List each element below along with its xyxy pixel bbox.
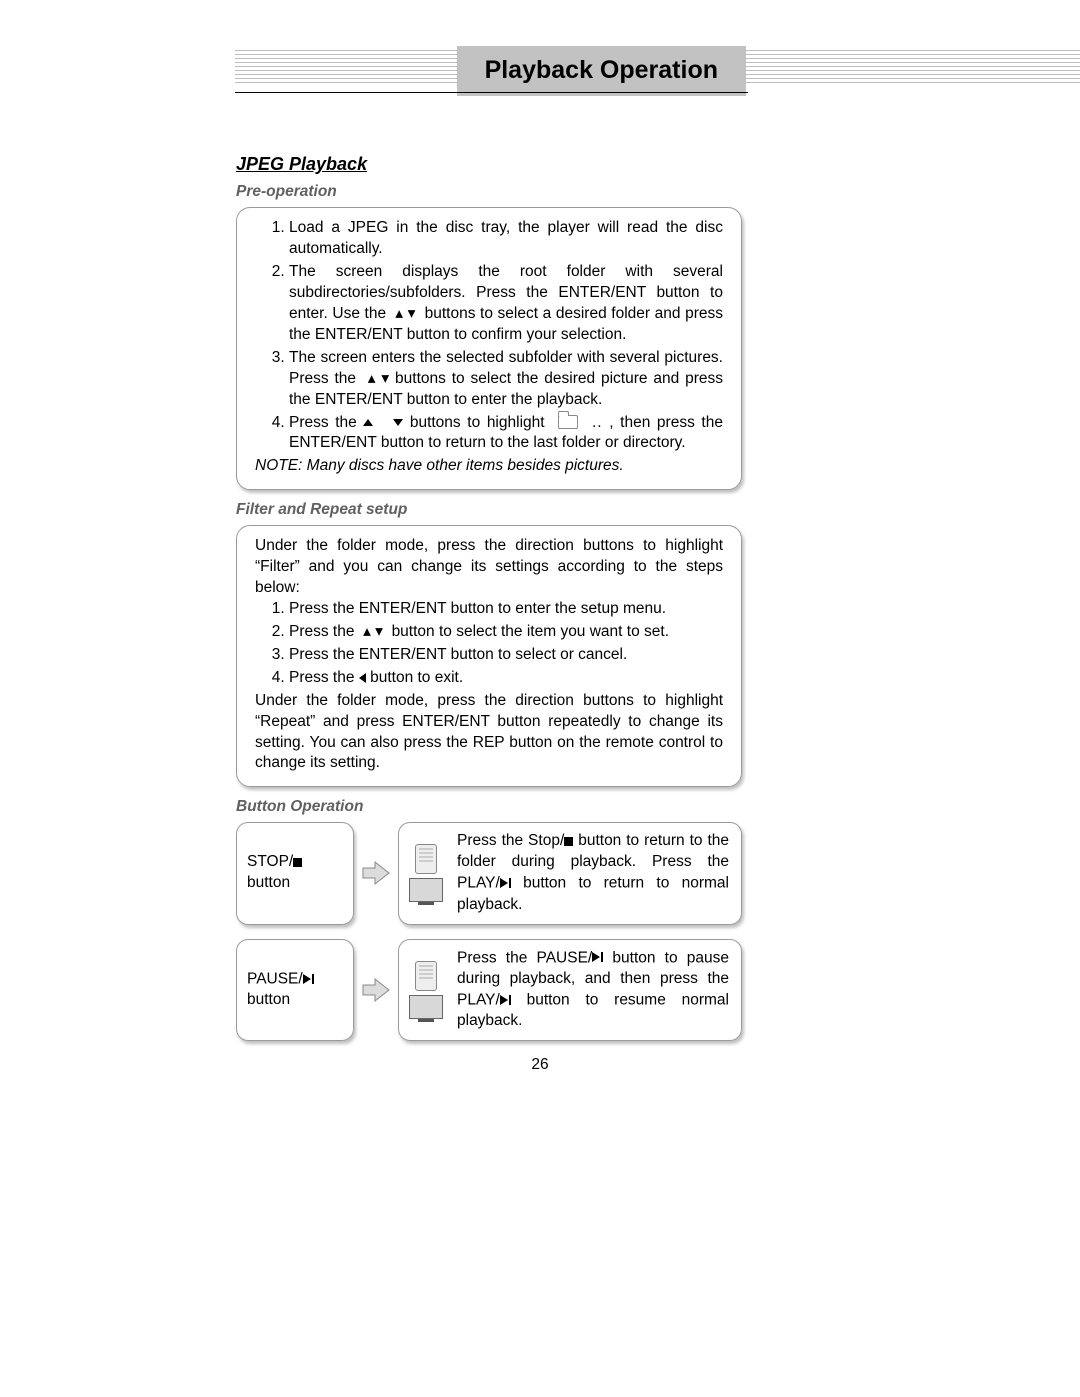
stop-label-box: STOP/ button [236,822,354,924]
preop-item-2: The screen displays the root folder with… [289,262,723,346]
preop-panel: Load a JPEG in the disc tray, the player… [236,207,742,490]
arrow-cell [354,939,398,1042]
folder-icon [558,415,578,429]
tv-icon [409,995,443,1019]
filter-step-2: Press the ▴ ▾ button to select the item … [289,622,723,643]
filter-heading: Filter and Repeat setup [236,500,1080,521]
filter-step-1: Press the ENTER/ENT button to enter the … [289,599,723,620]
document-page: Playback Operation JPEG Playback Pre-ope… [0,0,1080,1397]
header-title-box: Playback Operation [457,46,746,96]
filter-step-4: Press the button to exit. [289,668,723,689]
preop-item-3: The screen enters the selected subfolder… [289,348,723,411]
play-pause-icon [500,873,511,894]
page-header: Playback Operation [0,40,1080,100]
filter-list: Press the ENTER/ENT button to enter the … [255,599,723,689]
play-pause-icon [592,948,603,969]
preop-heading: Pre-operation [236,182,1080,203]
play-pause-icon [500,990,511,1011]
arrow-cell [354,822,398,924]
header-title: Playback Operation [485,56,718,84]
play-pause-icon [303,969,314,990]
remote-icon [415,844,437,874]
stop-icon [293,858,302,867]
down-arrow-icon [393,419,403,426]
buttonop-heading: Button Operation [236,797,1080,818]
pause-desc-box: Press the PAUSE/ button to pause during … [398,939,742,1042]
preop-item-4: Press the buttons to highlight .. , then… [289,413,723,455]
preop-note: NOTE: Many discs have other items beside… [255,456,723,477]
left-arrow-icon [359,673,366,683]
stop-icon [564,837,573,846]
remote-icon [415,961,437,991]
pause-row: PAUSE/ button Press the PAUSE/ button to… [236,939,742,1042]
filter-panel: Under the folder mode, press the directi… [236,525,742,787]
preop-item-1: Load a JPEG in the disc tray, the player… [289,218,723,260]
pause-desc-text: Press the PAUSE/ button to pause during … [457,948,729,1033]
arrow-right-icon [361,860,391,886]
page-number: 26 [0,1055,1080,1076]
stop-desc-text: Press the Stop/ button to return to the … [457,831,729,915]
pause-label-box: PAUSE/ button [236,939,354,1042]
dots-icon: .. [584,414,602,431]
filter-intro: Under the folder mode, press the directi… [255,536,723,599]
up-arrow-icon [363,419,373,426]
button-operation-section: STOP/ button Press the Stop/ button to r… [236,822,742,1041]
header-divider [235,92,748,93]
stop-row: STOP/ button Press the Stop/ button to r… [236,822,742,924]
arrow-right-icon [361,977,391,1003]
preop-list: Load a JPEG in the disc tray, the player… [255,218,723,454]
filter-outro: Under the folder mode, press the directi… [255,691,723,775]
tv-icon [409,878,443,902]
stop-desc-box: Press the Stop/ button to return to the … [398,822,742,924]
filter-step-3: Press the ENTER/ENT button to select or … [289,645,723,666]
device-icons [409,961,449,1019]
section-title: JPEG Playback [236,152,1080,176]
device-icons [409,844,449,902]
